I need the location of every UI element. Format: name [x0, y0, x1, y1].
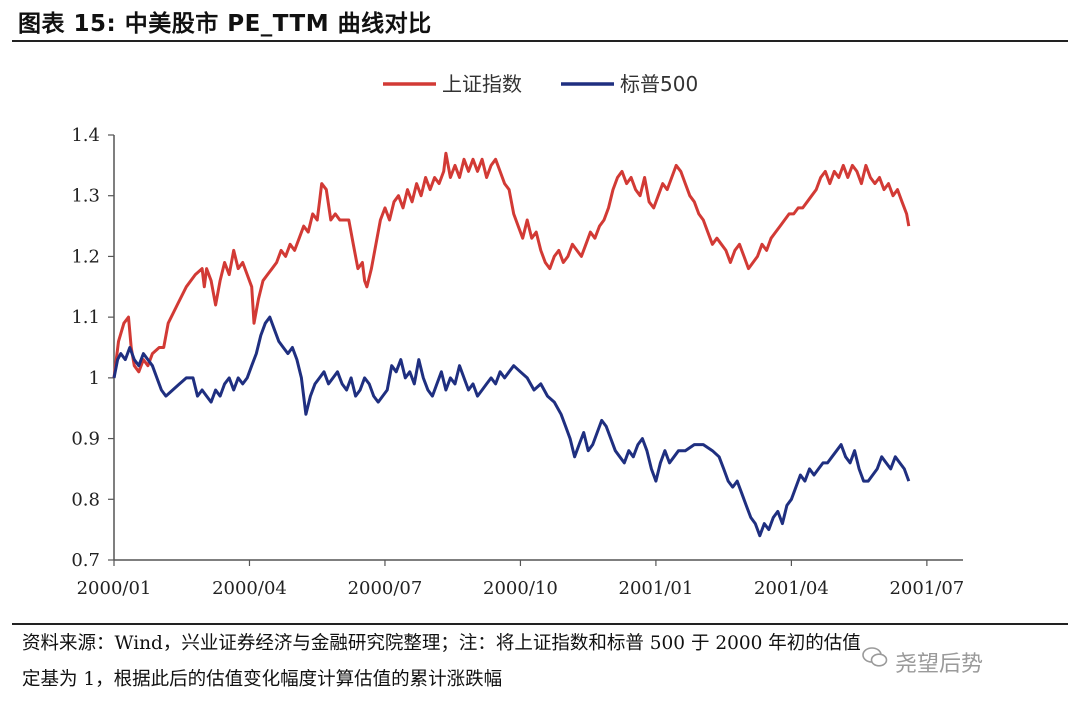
x-tick-label: 2000/01	[77, 578, 152, 599]
legend-label-shanghai: 上证指数	[442, 72, 522, 96]
y-axis-ticks: 1.4 1.3 1.2 1.1 1 0.9 0.8 0.7	[71, 125, 114, 571]
legend-label-sp500: 标普500	[620, 72, 698, 96]
y-tick-label: 1.2	[71, 246, 100, 267]
y-tick-label: 1	[89, 368, 100, 389]
chart-legend: 上证指数 标普500	[383, 72, 698, 96]
series-line-sp500	[112, 315, 911, 538]
y-tick-label: 1.3	[71, 186, 100, 207]
pe-ttm-line-chart: 上证指数 标普500 1.4 1.3 1.2 1.1 1 0.9 0.8 0.7 2000/0…	[71, 72, 964, 599]
x-tick-label: 2000/04	[212, 578, 287, 599]
series-line-shanghai	[112, 151, 911, 379]
x-tick-label: 2000/07	[348, 578, 423, 599]
chart-title: 图表 15: 中美股市 PE_TTM 曲线对比	[18, 11, 432, 37]
source-note-line-1: 资料来源：Wind，兴业证券经济与金融研究院整理；注：将上证指数和标普 500 …	[22, 633, 861, 654]
x-axis-ticks: 2000/01 2000/04 2000/07 2000/10 2001/01 2001/…	[77, 560, 964, 599]
y-tick-label: 1.1	[71, 307, 100, 328]
wechat-icon	[862, 647, 888, 667]
top-divider	[12, 40, 1068, 42]
bottom-divider	[12, 623, 1068, 625]
watermark-text: 尧望后势	[895, 652, 984, 677]
x-tick-label: 2001/01	[619, 578, 694, 599]
source-note-line-2: 定基为 1，根据此后的估值变化幅度计算估值的累计涨跌幅	[22, 669, 503, 690]
y-tick-label: 0.9	[71, 429, 100, 450]
x-tick-label: 2000/10	[483, 578, 558, 599]
y-tick-label: 0.8	[71, 489, 100, 510]
y-tick-label: 1.4	[71, 125, 100, 146]
x-tick-label: 2001/07	[889, 578, 964, 599]
x-tick-label: 2001/04	[754, 578, 829, 599]
y-tick-label: 0.7	[71, 550, 100, 571]
chart-series	[112, 151, 911, 538]
chart-axes	[113, 135, 963, 561]
